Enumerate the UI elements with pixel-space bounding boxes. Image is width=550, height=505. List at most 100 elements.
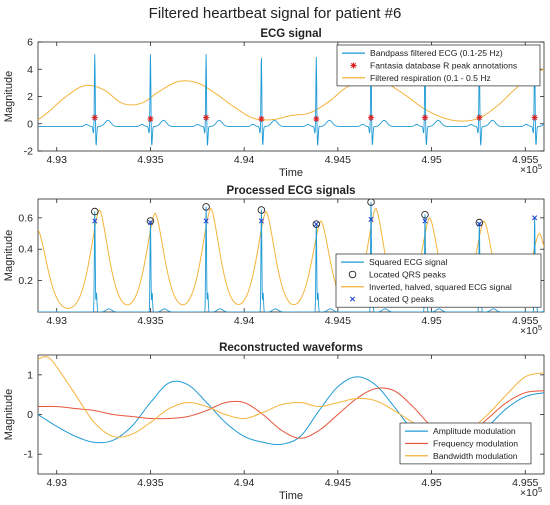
- legend-label: Squared ECG signal: [369, 257, 447, 267]
- q-peak-marker: [258, 218, 264, 224]
- y-tick-label: 2: [27, 91, 33, 103]
- q-peak-marker: [422, 218, 428, 224]
- legend-item: Inverted, halved, squared ECG signal: [341, 282, 512, 292]
- star-stroke: [203, 115, 209, 121]
- star-stroke: [476, 115, 482, 121]
- qrs-peak-marker: [257, 206, 266, 214]
- x-tick-label: 4.935: [137, 477, 163, 489]
- legend: Amplitude modulation Frequency modulation…: [399, 422, 532, 465]
- legend-item: Fantasia database R peak annotations: [350, 60, 517, 70]
- x-tick-label: 4.94: [234, 315, 255, 327]
- star-stroke: [147, 116, 153, 122]
- x-exponent-base: ×10: [520, 487, 538, 499]
- y-tick-label: 6: [27, 37, 33, 49]
- q-peak-marker: [313, 221, 319, 227]
- x-exponent-base: ×10: [520, 164, 538, 176]
- r-peak-marker: [147, 115, 154, 122]
- legend-item: Amplitude modulation: [405, 426, 516, 436]
- x-axis-label: Time: [279, 490, 303, 502]
- x-axis-label: Time: [279, 167, 303, 179]
- x-exponent: ×105: [520, 162, 542, 176]
- qrs-peak-marker: [146, 217, 155, 225]
- r-peak-marker: [368, 114, 375, 121]
- y-axis-label: Magnitude: [3, 389, 15, 440]
- r-peak-marker: [421, 114, 428, 121]
- legend-label: Located Q peaks: [369, 294, 434, 304]
- legend-label: Bandwidth modulation: [433, 451, 518, 461]
- legend-label: Frequency modulation: [433, 438, 518, 448]
- r-peak-marker: [258, 115, 265, 122]
- x-exponent: ×105: [520, 323, 542, 337]
- panel-title: Reconstructed waveforms: [219, 342, 363, 354]
- y-tick-label: 0: [27, 409, 33, 421]
- q-peak-marker: [92, 218, 98, 224]
- star-stroke: [422, 115, 428, 121]
- y-tick-label: -1: [24, 449, 33, 461]
- y-axis-label: Magnitude: [3, 71, 15, 122]
- r-peak-marker: [91, 114, 98, 121]
- star-stroke: [258, 116, 264, 122]
- x-tick-label: 4.94: [234, 477, 255, 489]
- figure-title: Filtered heartbeat signal for patient #6: [149, 5, 402, 22]
- r-peak-marker: [203, 114, 210, 121]
- legend-swatch-circle: [348, 270, 357, 279]
- panel-title: ECG signal: [260, 28, 321, 40]
- x-tick-label: 4.93: [47, 154, 68, 166]
- legend-item: Located Q peaks: [349, 294, 434, 304]
- qrs-peak-marker: [421, 210, 429, 219]
- x-tick-label: 4.945: [325, 477, 351, 489]
- legend-label: Bandpass filtered ECG (0.1-25 Hz): [370, 48, 503, 58]
- legend-label: Inverted, halved, squared ECG signal: [369, 282, 512, 292]
- x-tick-label: 4.945: [325, 315, 351, 327]
- y-axis-label: Magnitude: [3, 230, 15, 281]
- x-tick-label: 4.95: [421, 477, 442, 489]
- legend-box: [335, 253, 542, 308]
- legend-swatch-x: [349, 296, 356, 302]
- r-peak-marker: [476, 114, 483, 121]
- x-tick-label: 4.95: [421, 315, 442, 327]
- q-peak-marker: [476, 221, 482, 227]
- legend-item: Located QRS peaks: [348, 269, 446, 279]
- x-tick-label: 4.95: [421, 154, 442, 166]
- q-peak-marker: [203, 218, 209, 224]
- legend: Bandpass filtered ECG (0.1-25 Hz) Fantasi…: [336, 44, 541, 87]
- star-stroke: [368, 115, 374, 121]
- legend-item: Bandwidth modulation: [405, 451, 518, 461]
- x-tick-label: 4.955: [512, 154, 538, 166]
- legend-label: Filtered respiration (0.1 - 0.5 Hz: [370, 73, 491, 83]
- x-tick-label: 4.93: [47, 315, 68, 327]
- star-stroke: [313, 116, 319, 122]
- r-peak-marker: [531, 114, 538, 121]
- star-stroke: [532, 115, 538, 121]
- x-exponent-power: 5: [538, 162, 542, 171]
- chart-panel-1: ECG signal 4.93 4.935 4.94 4.945 4.95 4.955 -2 0…: [3, 28, 545, 179]
- star-stroke: [92, 115, 98, 121]
- y-tick-label: 1: [27, 369, 33, 381]
- respiration-line: [38, 68, 544, 122]
- r-peak-marker: [313, 115, 320, 122]
- y-tick-label: 0: [27, 118, 33, 130]
- q-peak-marker: [368, 216, 374, 222]
- x-tick-label: 4.955: [512, 477, 538, 489]
- y-tick-label: -2: [24, 146, 33, 158]
- panel-title: Processed ECG signals: [226, 185, 355, 197]
- x-tick-label: 4.955: [512, 315, 538, 327]
- y-tick-label: 0.4: [18, 244, 33, 256]
- x-exponent-power: 5: [538, 485, 542, 494]
- x-tick-label: 4.93: [47, 477, 68, 489]
- legend-box: [336, 44, 541, 87]
- x-tick-label: 4.945: [325, 154, 351, 166]
- x-exponent-base: ×10: [520, 325, 538, 337]
- legend-item: Squared ECG signal: [341, 257, 447, 267]
- x-tick-label: 4.935: [137, 315, 163, 327]
- series-layer: [38, 53, 544, 146]
- qrs-peak-marker: [91, 207, 99, 216]
- y-tick-label: 0.2: [18, 275, 33, 287]
- qrs-peak-marker: [367, 199, 375, 206]
- legend-label: Located QRS peaks: [369, 269, 446, 279]
- ecg-line: [38, 53, 544, 146]
- x-exponent: ×105: [520, 485, 542, 499]
- legend-label: Amplitude modulation: [433, 426, 516, 436]
